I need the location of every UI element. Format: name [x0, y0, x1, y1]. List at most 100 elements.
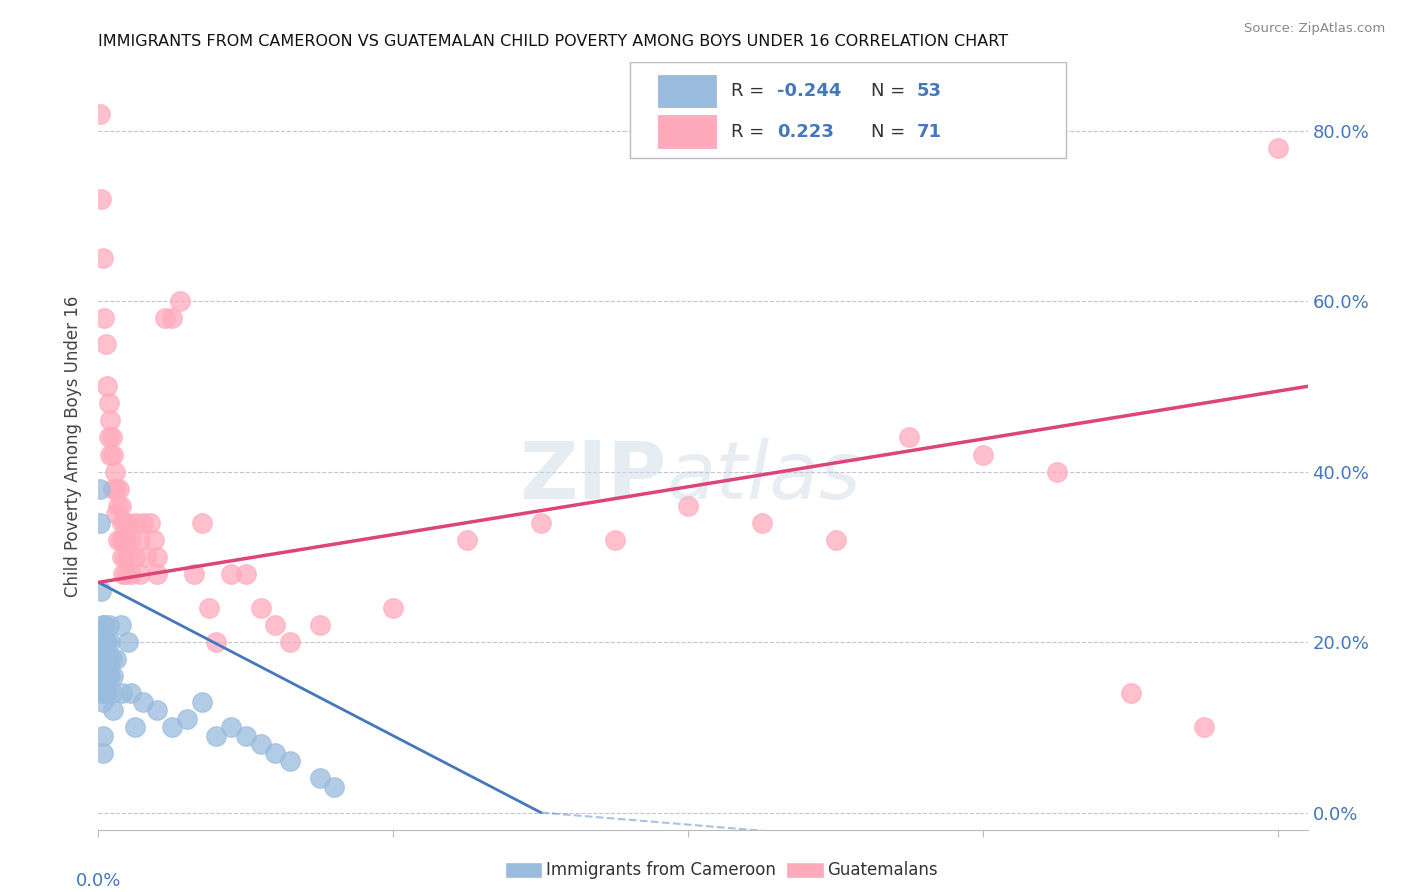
Text: Immigrants from Cameroon: Immigrants from Cameroon [546, 861, 775, 879]
Point [114, 516, 136, 530]
Point [128, 566, 150, 581]
Point [90, 583, 112, 598]
Point [120, 566, 142, 581]
Point [219, 566, 242, 581]
FancyBboxPatch shape [658, 75, 716, 107]
Point [308, 772, 330, 786]
Point [97, 652, 120, 666]
Point [91, 695, 114, 709]
Point [101, 482, 124, 496]
Point [120, 686, 142, 700]
Point [235, 566, 257, 581]
Point [91, 660, 114, 674]
Text: Source: ZipAtlas.com: Source: ZipAtlas.com [1244, 22, 1385, 36]
FancyBboxPatch shape [630, 62, 1066, 158]
Point [105, 482, 128, 496]
Point [110, 499, 132, 513]
Point [94, 652, 117, 666]
Point [89, 516, 111, 530]
Point [323, 780, 346, 794]
Point [101, 448, 124, 462]
Point [93, 669, 115, 683]
Point [1119, 686, 1142, 700]
Point [114, 549, 136, 564]
Point [108, 482, 131, 496]
Point [264, 618, 287, 632]
Point [100, 652, 122, 666]
Text: R =: R = [731, 82, 770, 100]
Text: N =: N = [872, 82, 911, 100]
Point [90, 192, 112, 206]
Point [89, 482, 111, 496]
Point [169, 294, 191, 309]
Point [603, 533, 626, 547]
Point [139, 516, 162, 530]
Point [101, 669, 124, 683]
Text: ZIP: ZIP [519, 438, 666, 516]
Text: 53: 53 [917, 82, 942, 100]
Point [90, 635, 112, 649]
Text: Guatemalans: Guatemalans [827, 861, 938, 879]
Point [190, 695, 212, 709]
Point [94, 336, 117, 351]
Text: 71: 71 [917, 122, 942, 141]
Point [131, 695, 153, 709]
Point [91, 618, 114, 632]
Point [128, 533, 150, 547]
Point [308, 618, 330, 632]
Point [183, 566, 205, 581]
Y-axis label: Child Poverty Among Boys Under 16: Child Poverty Among Boys Under 16 [65, 295, 83, 597]
Point [107, 499, 129, 513]
Point [89, 106, 111, 120]
Point [96, 379, 118, 393]
Point [91, 252, 114, 266]
Point [105, 507, 128, 521]
Point [456, 533, 478, 547]
Point [972, 448, 994, 462]
Point [91, 635, 114, 649]
Text: 0.0%: 0.0% [76, 871, 121, 889]
Point [143, 533, 166, 547]
Point [105, 652, 128, 666]
Point [235, 729, 257, 743]
Point [146, 566, 169, 581]
Point [94, 669, 117, 683]
Point [117, 635, 139, 649]
Point [111, 686, 134, 700]
Point [278, 755, 301, 769]
Point [93, 686, 115, 700]
Point [107, 533, 129, 547]
Point [124, 516, 146, 530]
Point [124, 720, 146, 734]
Point [382, 601, 405, 615]
Text: N =: N = [872, 122, 911, 141]
Point [100, 686, 122, 700]
Point [1267, 141, 1289, 155]
Point [117, 516, 139, 530]
Point [91, 729, 114, 743]
Text: 0.223: 0.223 [776, 122, 834, 141]
Point [91, 746, 114, 760]
Point [153, 311, 176, 326]
Point [115, 566, 138, 581]
Point [249, 601, 271, 615]
Point [97, 396, 120, 410]
Point [91, 652, 114, 666]
Point [115, 533, 138, 547]
Point [94, 635, 117, 649]
Point [160, 720, 183, 734]
Point [104, 465, 127, 479]
Point [135, 549, 157, 564]
Text: -0.244: -0.244 [776, 82, 841, 100]
Point [94, 686, 117, 700]
Point [120, 533, 142, 547]
Point [97, 430, 120, 444]
Point [205, 635, 228, 649]
Point [98, 413, 121, 427]
Point [198, 601, 221, 615]
Point [190, 516, 212, 530]
Point [112, 533, 135, 547]
Point [98, 635, 121, 649]
Point [176, 712, 198, 726]
Point [219, 720, 242, 734]
